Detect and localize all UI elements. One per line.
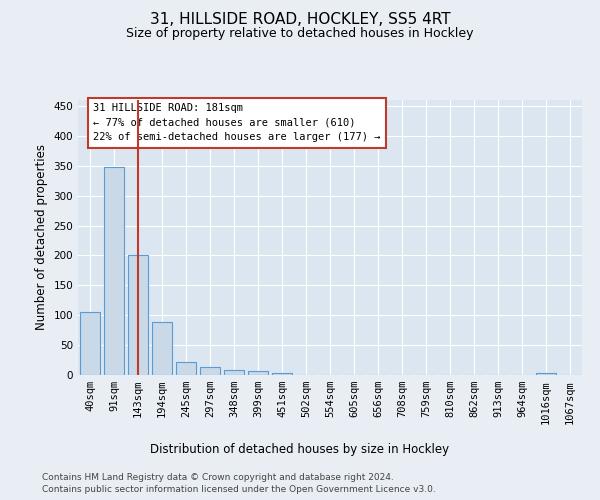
Bar	[128, 255, 148, 375]
Bar	[224, 370, 244, 375]
Bar	[104, 167, 124, 375]
Bar	[248, 372, 268, 375]
Text: Distribution of detached houses by size in Hockley: Distribution of detached houses by size …	[151, 442, 449, 456]
Bar	[80, 312, 100, 375]
Text: Contains public sector information licensed under the Open Government Licence v3: Contains public sector information licen…	[42, 485, 436, 494]
Text: Size of property relative to detached houses in Hockley: Size of property relative to detached ho…	[126, 28, 474, 40]
Text: 31 HILLSIDE ROAD: 181sqm
← 77% of detached houses are smaller (610)
22% of semi-: 31 HILLSIDE ROAD: 181sqm ← 77% of detach…	[93, 103, 380, 142]
Bar	[536, 372, 556, 375]
Y-axis label: Number of detached properties: Number of detached properties	[35, 144, 48, 330]
Text: 31, HILLSIDE ROAD, HOCKLEY, SS5 4RT: 31, HILLSIDE ROAD, HOCKLEY, SS5 4RT	[149, 12, 451, 28]
Bar	[272, 372, 292, 375]
Bar	[152, 322, 172, 375]
Text: Contains HM Land Registry data © Crown copyright and database right 2024.: Contains HM Land Registry data © Crown c…	[42, 472, 394, 482]
Bar	[176, 362, 196, 375]
Bar	[200, 367, 220, 375]
